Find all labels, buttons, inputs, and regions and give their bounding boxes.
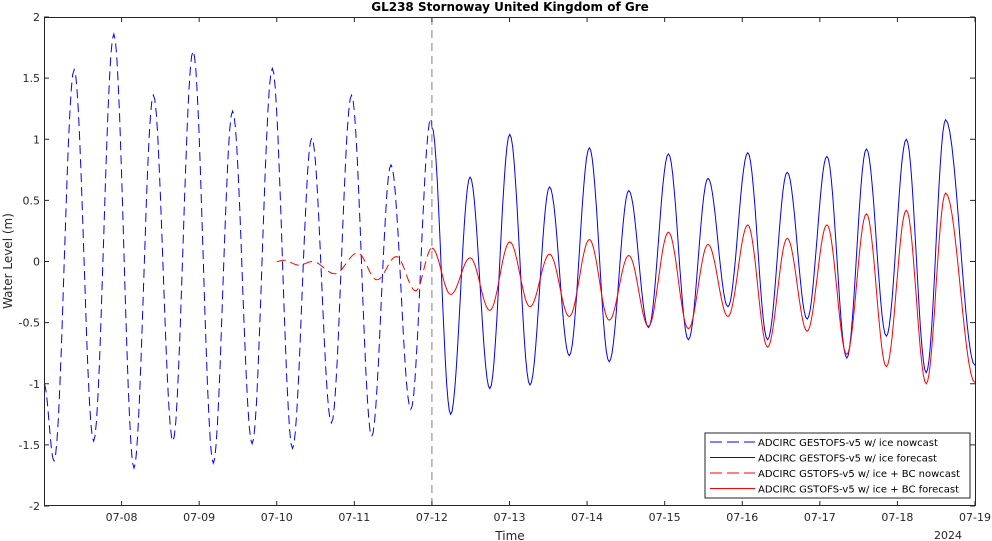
x-axis: 07-08 07-09 07-10 07-11 07-12 07-13 07-14 07-15…	[106, 17, 991, 524]
series-line-3	[276, 247, 433, 292]
series-layer	[43, 32, 976, 470]
x-tick-label: 07-12	[416, 511, 448, 524]
x-tick-label: 07-11	[338, 511, 370, 524]
legend-entry: ADCIRC GSTOFS-v5 w/ ice + BC nowcast	[758, 469, 960, 480]
x-tick-label: 07-08	[106, 511, 138, 524]
x-tick-label: 07-13	[494, 511, 526, 524]
series-line-2	[431, 118, 976, 416]
y-tick-label: -1.5	[19, 439, 40, 452]
legend-entry: ADCIRC GESTOFS-v5 w/ ice nowcast	[758, 438, 938, 449]
series-line-1	[43, 32, 433, 470]
plot-area	[44, 17, 976, 506]
y-tick-label: 1.5	[23, 72, 41, 85]
year-label: 2024	[934, 529, 962, 541]
y-tick-label: -2	[29, 500, 40, 513]
series-line-4	[431, 192, 976, 385]
legend-entry: ADCIRC GESTOFS-v5 w/ ice forecast	[758, 454, 937, 465]
x-tick-label: 07-15	[649, 511, 681, 524]
y-tick-label: 2	[33, 11, 40, 24]
legend-entry: ADCIRC GSTOFS-v5 w/ ice + BC forecast	[758, 485, 959, 496]
x-tick-label: 07-18	[881, 511, 913, 524]
y-tick-label: 0.5	[23, 194, 41, 207]
x-tick-label: 07-19	[959, 511, 991, 524]
x-tick-label: 07-17	[804, 511, 836, 524]
x-tick-label: 07-16	[726, 511, 758, 524]
y-tick-label: 0	[33, 256, 40, 269]
x-tick-label: 07-10	[261, 511, 293, 524]
y-axis-label: Water Level (m)	[1, 213, 15, 309]
y-tick-label: 1	[33, 133, 40, 146]
legend-box	[704, 432, 971, 499]
y-tick-label: -1	[29, 378, 40, 391]
chart-title: GL238 Stornoway United Kingdom of Gre	[371, 0, 649, 14]
x-tick-label: 07-09	[183, 511, 215, 524]
x-axis-label: Time	[494, 529, 524, 541]
y-axis: -2 -1.5 -1 -0.5 0 0.5 1 1.5 2	[19, 11, 975, 513]
legend: ADCIRC GESTOFS-v5 w/ ice nowcast ADCIRC G…	[704, 432, 971, 499]
y-tick-label: -0.5	[19, 317, 40, 330]
x-tick-label: 07-14	[571, 511, 603, 524]
